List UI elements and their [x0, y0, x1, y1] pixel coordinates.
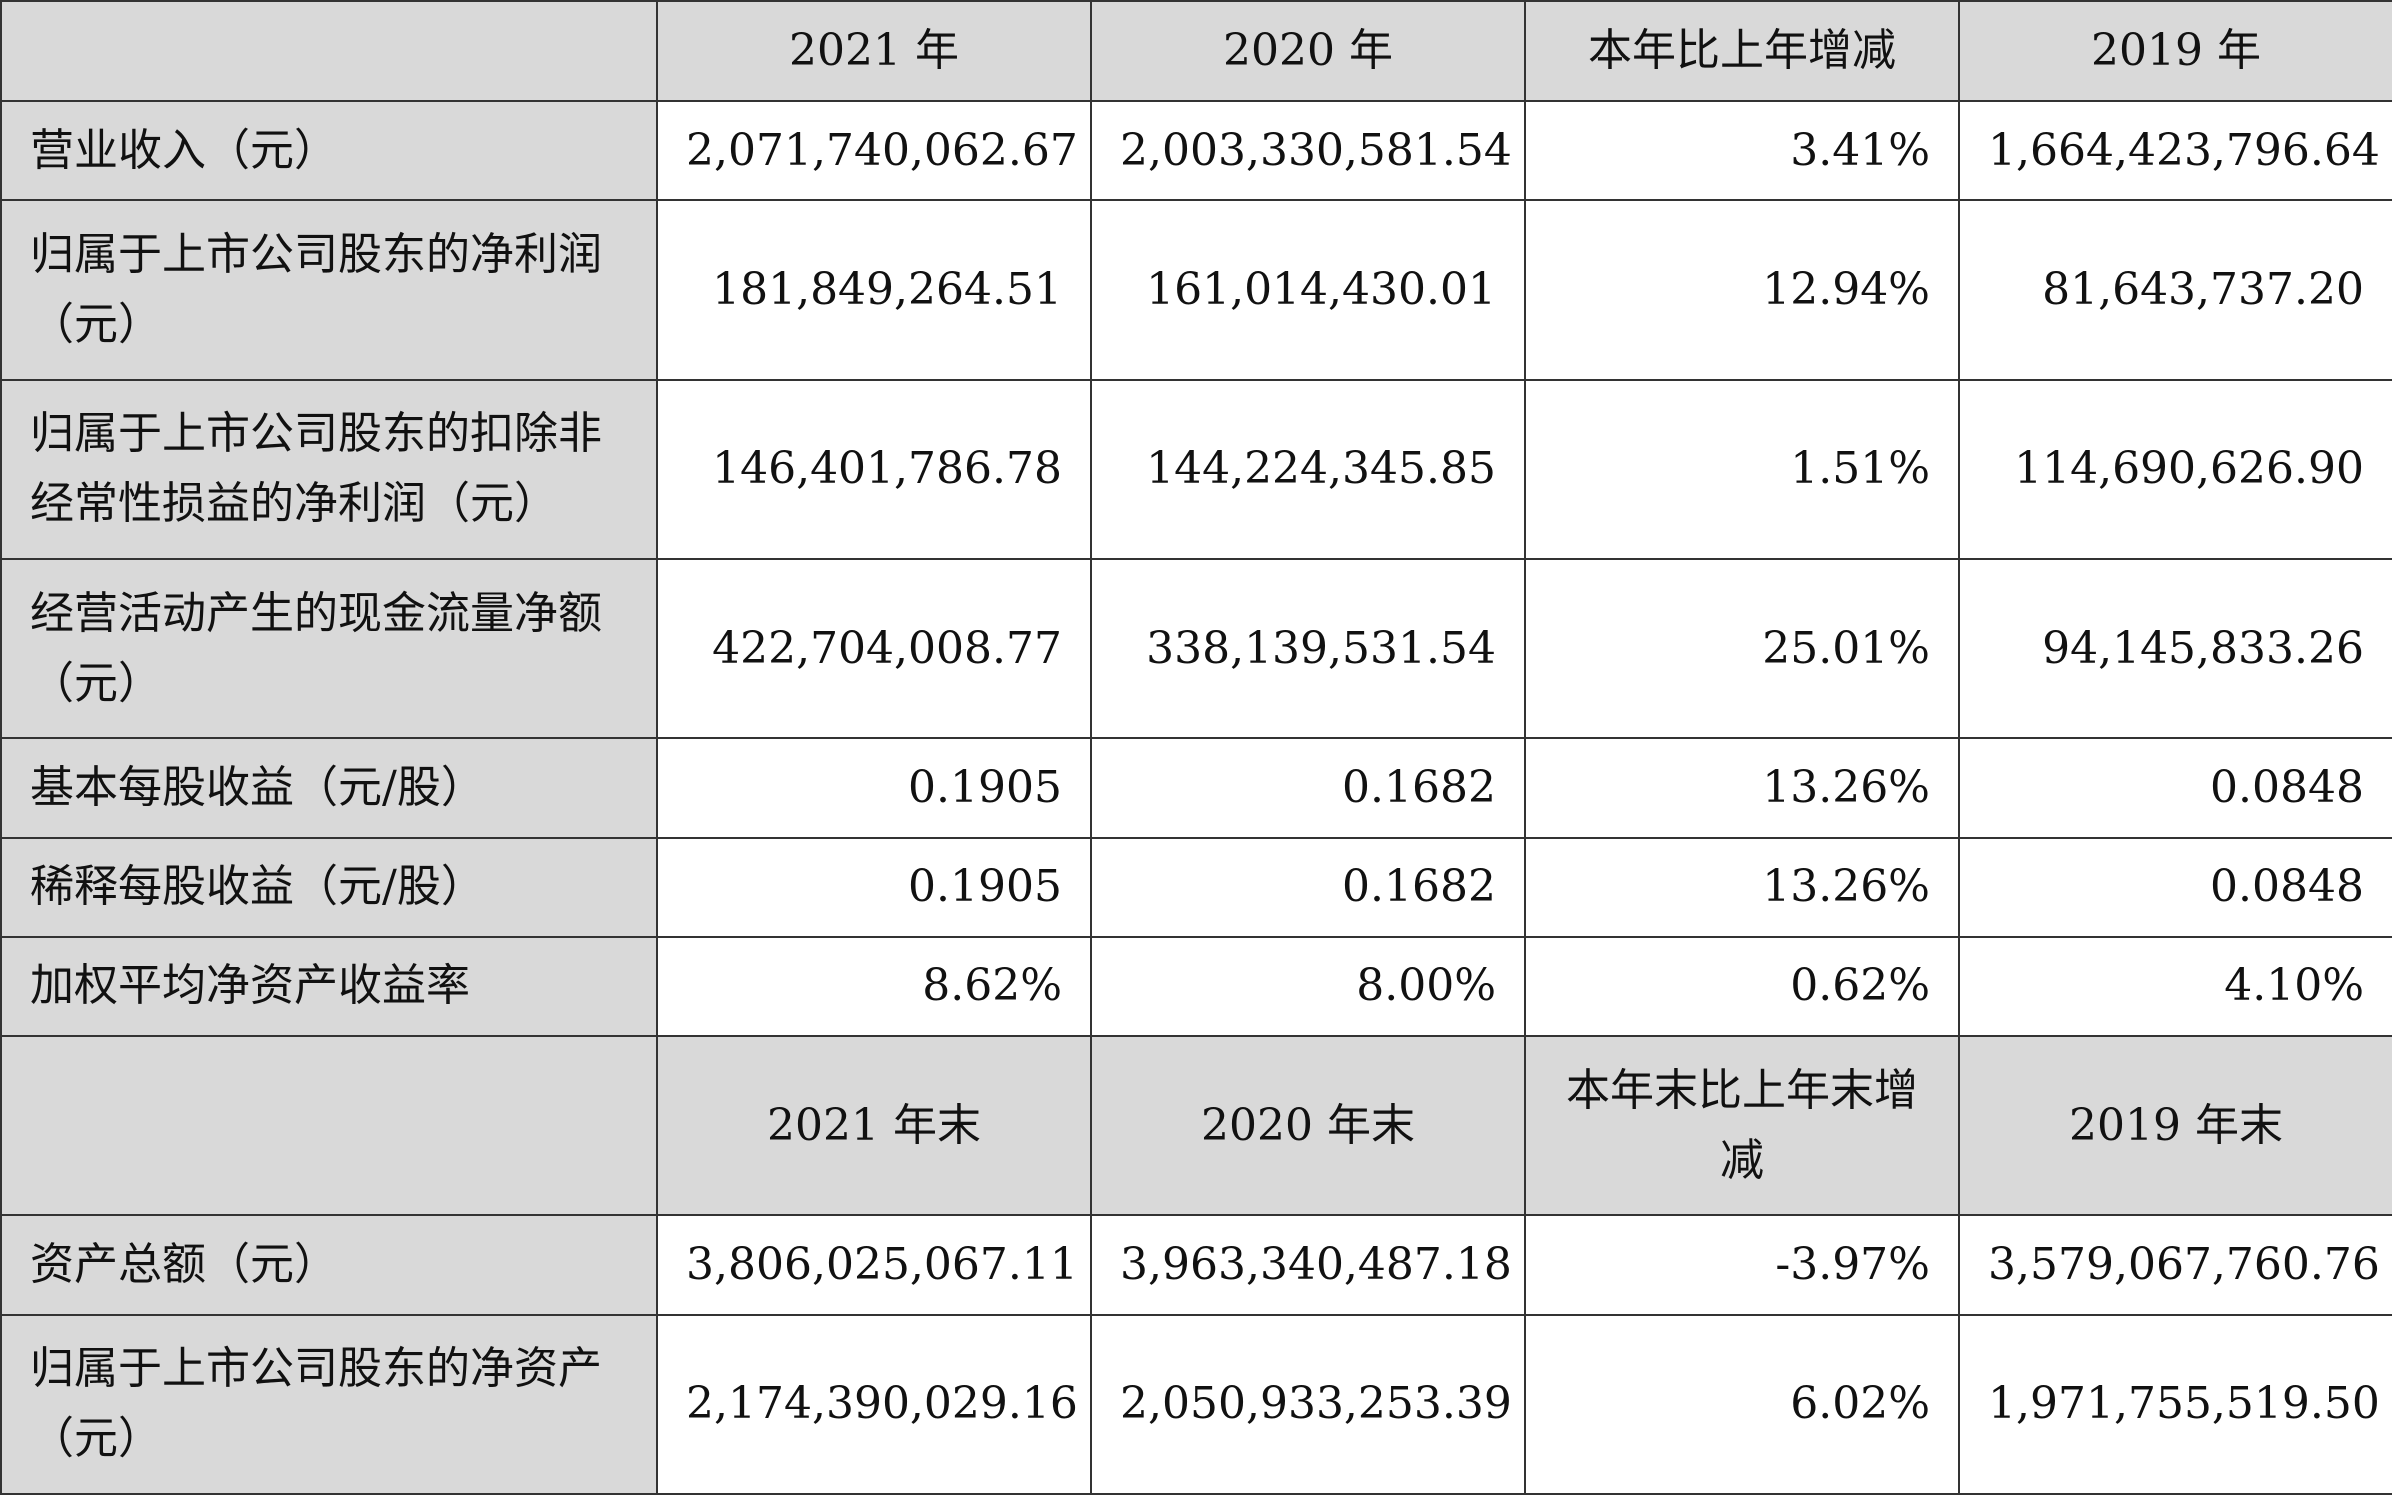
row-total-assets: 资产总额（元） 3,806,025,067.11 3,963,340,487.1…: [0, 1214, 2392, 1316]
value-change: 13.26%: [1524, 836, 1960, 938]
value-2020: 161,014,430.01: [1090, 199, 1526, 381]
value-2019: 114,690,626.90: [1958, 378, 2392, 561]
value-change: 6.02%: [1524, 1313, 1960, 1495]
row-label: 归属于上市公司股东的扣除非经常性损益的净利润（元）: [0, 378, 658, 561]
row-label: 经营活动产生的现金流量净额（元）: [0, 558, 658, 740]
row-net-profit: 归属于上市公司股东的净利润（元） 181,849,264.51 161,014,…: [0, 199, 2392, 381]
value-change: 25.01%: [1524, 558, 1960, 740]
value-2020: 0.1682: [1090, 836, 1526, 938]
row-label: 基本每股收益（元/股）: [0, 737, 658, 839]
value-2019: 4.10%: [1958, 935, 2392, 1038]
value-2020: 144,224,345.85: [1090, 378, 1526, 561]
row-label: 加权平均净资产收益率: [0, 935, 658, 1038]
value-2021: 146,401,786.78: [656, 378, 1092, 561]
value-2021: 8.62%: [656, 935, 1092, 1038]
value-change: 1.51%: [1524, 378, 1960, 561]
value-change: 3.41%: [1524, 100, 1960, 202]
row-label: 资产总额（元）: [0, 1214, 658, 1316]
row-diluted-eps: 稀释每股收益（元/股） 0.1905 0.1682 13.26% 0.0848: [0, 836, 2392, 938]
value-2019-end: 3,579,067,760.76: [1958, 1214, 2392, 1316]
header-corner-cell: [0, 0, 658, 103]
value-2019-end: 1,971,755,519.50: [1958, 1313, 2392, 1495]
value-2020: 0.1682: [1090, 737, 1526, 839]
header-row-annual: 2021 年 2020 年 本年比上年增减 2019 年: [0, 0, 2392, 103]
row-net-profit-excl-nonrecurring: 归属于上市公司股东的扣除非经常性损益的净利润（元） 146,401,786.78…: [0, 378, 2392, 561]
value-change: -3.97%: [1524, 1214, 1960, 1316]
row-label: 稀释每股收益（元/股）: [0, 836, 658, 938]
value-2020-end: 3,963,340,487.18: [1090, 1214, 1526, 1316]
value-2020-end: 2,050,933,253.39: [1090, 1313, 1526, 1495]
header-yoy-change: 本年比上年增减: [1524, 0, 1960, 103]
header-yoy-end-change: 本年末比上年末增减: [1524, 1035, 1960, 1217]
value-change: 0.62%: [1524, 935, 1960, 1038]
row-weighted-roe: 加权平均净资产收益率 8.62% 8.00% 0.62% 4.10%: [0, 935, 2392, 1038]
header-2020: 2020 年: [1090, 0, 1526, 103]
value-2019: 94,145,833.26: [1958, 558, 2392, 740]
row-net-assets: 归属于上市公司股东的净资产（元） 2,174,390,029.16 2,050,…: [0, 1313, 2392, 1495]
value-2019: 0.0848: [1958, 737, 2392, 839]
row-label: 归属于上市公司股东的净资产（元）: [0, 1313, 658, 1495]
row-basic-eps: 基本每股收益（元/股） 0.1905 0.1682 13.26% 0.0848: [0, 737, 2392, 839]
value-2019: 81,643,737.20: [1958, 199, 2392, 381]
row-label: 营业收入（元）: [0, 100, 658, 202]
header-corner-cell: [0, 1035, 658, 1217]
row-operating-cash-flow: 经营活动产生的现金流量净额（元） 422,704,008.77 338,139,…: [0, 558, 2392, 740]
value-2019: 1,664,423,796.64: [1958, 100, 2392, 202]
header-2019: 2019 年: [1958, 0, 2392, 103]
header-2020-end: 2020 年末: [1090, 1035, 1526, 1217]
value-2021: 181,849,264.51: [656, 199, 1092, 381]
header-2019-end: 2019 年末: [1958, 1035, 2392, 1217]
header-2021: 2021 年: [656, 0, 1092, 103]
value-change: 12.94%: [1524, 199, 1960, 381]
value-change: 13.26%: [1524, 737, 1960, 839]
value-2021-end: 3,806,025,067.11: [656, 1214, 1092, 1316]
value-2020: 8.00%: [1090, 935, 1526, 1038]
value-2021-end: 2,174,390,029.16: [656, 1313, 1092, 1495]
row-label: 归属于上市公司股东的净利润（元）: [0, 199, 658, 381]
header-2021-end: 2021 年末: [656, 1035, 1092, 1217]
value-2021: 2,071,740,062.67: [656, 100, 1092, 202]
value-2020: 338,139,531.54: [1090, 558, 1526, 740]
header-row-year-end: 2021 年末 2020 年末 本年末比上年末增减 2019 年末: [0, 1035, 2392, 1217]
value-2021: 422,704,008.77: [656, 558, 1092, 740]
value-2019: 0.0848: [1958, 836, 2392, 938]
value-2021: 0.1905: [656, 836, 1092, 938]
row-operating-revenue: 营业收入（元） 2,071,740,062.67 2,003,330,581.5…: [0, 100, 2392, 202]
value-2021: 0.1905: [656, 737, 1092, 839]
value-2020: 2,003,330,581.54: [1090, 100, 1526, 202]
